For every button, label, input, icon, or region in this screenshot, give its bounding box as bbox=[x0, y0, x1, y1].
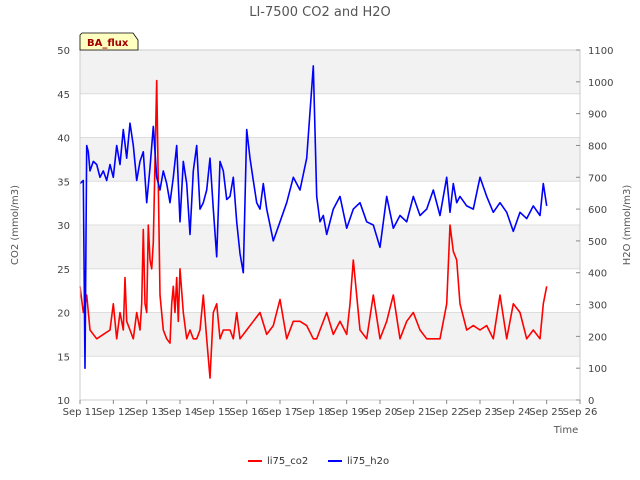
series-line-li75_co2 bbox=[79, 79, 548, 379]
x-tick-label: Sep 18 bbox=[296, 407, 331, 418]
y-tick-label: 35 bbox=[57, 177, 70, 188]
y2-tick-label: 300 bbox=[588, 301, 607, 312]
series-line-li75_h2o bbox=[79, 65, 548, 370]
legend: li75_co2 li75_h2o bbox=[248, 456, 389, 467]
y2-tick-label: 0 bbox=[588, 396, 594, 407]
x-tick-label: Sep 25 bbox=[529, 407, 564, 418]
legend-label-h2o: li75_h2o bbox=[347, 456, 389, 467]
y2-tick-label: 600 bbox=[588, 205, 607, 216]
x-tick-label: Sep 19 bbox=[329, 407, 364, 418]
left-axis: 10 15 20 25 30 35 40 45 50 bbox=[57, 46, 70, 407]
x-tick-label: Sep 13 bbox=[129, 407, 164, 418]
y-axis-label: CO2 (mmol/m3) bbox=[10, 185, 21, 265]
legend-item-co2: li75_co2 bbox=[248, 456, 308, 467]
right-axis: 0 100 200 300 400 500 600 700 800 900 1000 1100 bbox=[576, 46, 613, 407]
y-tick-label: 30 bbox=[57, 221, 70, 232]
y2-tick-label: 1100 bbox=[588, 46, 613, 57]
y2-tick-label: 900 bbox=[588, 110, 607, 121]
x-tick-label: Sep 21 bbox=[396, 407, 431, 418]
badge-box bbox=[79, 32, 139, 51]
y2-tick-label: 500 bbox=[588, 237, 607, 248]
badge: BA_flux bbox=[79, 32, 139, 51]
x-axis-label: Time bbox=[553, 425, 578, 436]
y2-tick-label: 400 bbox=[588, 269, 607, 280]
y2-axis-label: H2O (mmol/m3) bbox=[622, 185, 633, 266]
y-tick-label: 40 bbox=[57, 134, 70, 145]
x-tick-label: Sep 16 bbox=[229, 407, 264, 418]
y-tick-label: 20 bbox=[57, 309, 70, 320]
background-band bbox=[80, 50, 580, 94]
y2-tick-label: 800 bbox=[588, 141, 607, 152]
x-tick-label: Sep 23 bbox=[463, 407, 498, 418]
y-tick-label: 10 bbox=[57, 396, 70, 407]
y-tick-label: 50 bbox=[57, 46, 70, 57]
y2-tick-label: 200 bbox=[588, 332, 607, 343]
y2-tick-label: 1000 bbox=[588, 78, 613, 89]
badge-label: BA_flux bbox=[87, 38, 129, 49]
chart-title: LI-7500 CO2 and H2O bbox=[249, 5, 391, 20]
x-tick-label: Sep 22 bbox=[429, 407, 464, 418]
x-tick-label: Sep 26 bbox=[563, 407, 598, 418]
x-tick-label: Sep 14 bbox=[163, 407, 198, 418]
x-tick-label: Sep 15 bbox=[196, 407, 231, 418]
y2-tick-label: 100 bbox=[588, 364, 607, 375]
y-tick-label: 45 bbox=[57, 90, 70, 101]
background-band bbox=[80, 225, 580, 269]
x-tick-label: Sep 11 bbox=[63, 407, 98, 418]
x-tick-label: Sep 24 bbox=[496, 407, 531, 418]
x-tick-label: Sep 17 bbox=[263, 407, 298, 418]
x-tick-label: Sep 20 bbox=[363, 407, 398, 418]
legend-label-co2: li75_co2 bbox=[267, 456, 308, 467]
plot-frame bbox=[79, 49, 581, 401]
series-layer bbox=[79, 65, 548, 379]
y-tick-label: 15 bbox=[57, 352, 70, 363]
background-band bbox=[80, 312, 580, 357]
x-tick-label: Sep 12 bbox=[96, 407, 131, 418]
y-tick-label: 25 bbox=[57, 265, 70, 276]
legend-item-h2o: li75_h2o bbox=[328, 456, 389, 467]
y2-tick-label: 700 bbox=[588, 173, 607, 184]
